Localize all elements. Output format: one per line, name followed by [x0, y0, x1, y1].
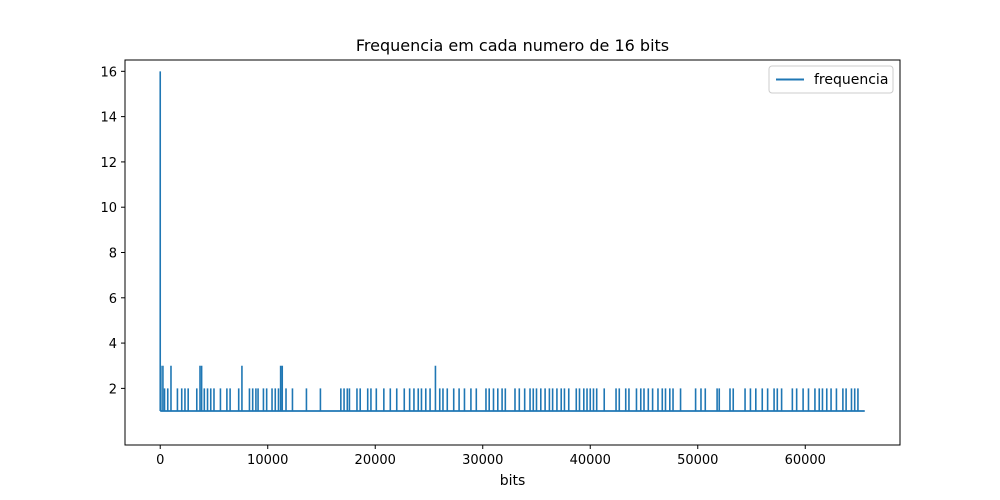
- y-tick-label: 12: [100, 156, 117, 171]
- legend: frequencia: [768, 65, 894, 94]
- y-tick-label: 2: [109, 382, 117, 397]
- x-axis-ticks: 0 10000 20000 30000 40000 50000 60000: [156, 445, 826, 468]
- legend-label-frequencia: frequencia: [814, 72, 888, 88]
- y-tick-label: 14: [100, 111, 117, 126]
- legend-box: [768, 65, 894, 94]
- series-layer: [159, 71, 865, 412]
- x-tick-label: 20000: [355, 453, 396, 468]
- x-tick-label: 10000: [247, 453, 288, 468]
- plot-area: [124, 59, 901, 446]
- x-tick-label: 50000: [677, 453, 718, 468]
- y-tick-label: 6: [109, 292, 117, 307]
- x-tick-label: 40000: [570, 453, 611, 468]
- y-tick-label: 4: [109, 337, 117, 352]
- y-tick-label: 10: [100, 201, 117, 216]
- x-axis-label: bits: [500, 473, 526, 489]
- y-tick-label: 16: [100, 65, 117, 80]
- x-tick-label: 60000: [785, 453, 826, 468]
- x-tick-label: 0: [156, 453, 164, 468]
- x-tick-label: 30000: [462, 453, 503, 468]
- y-axis-ticks: 2 4 6 8 10 12 14 16: [100, 65, 125, 397]
- y-tick-label: 8: [109, 247, 117, 262]
- chart-title: Frequencia em cada numero de 16 bits: [356, 36, 669, 55]
